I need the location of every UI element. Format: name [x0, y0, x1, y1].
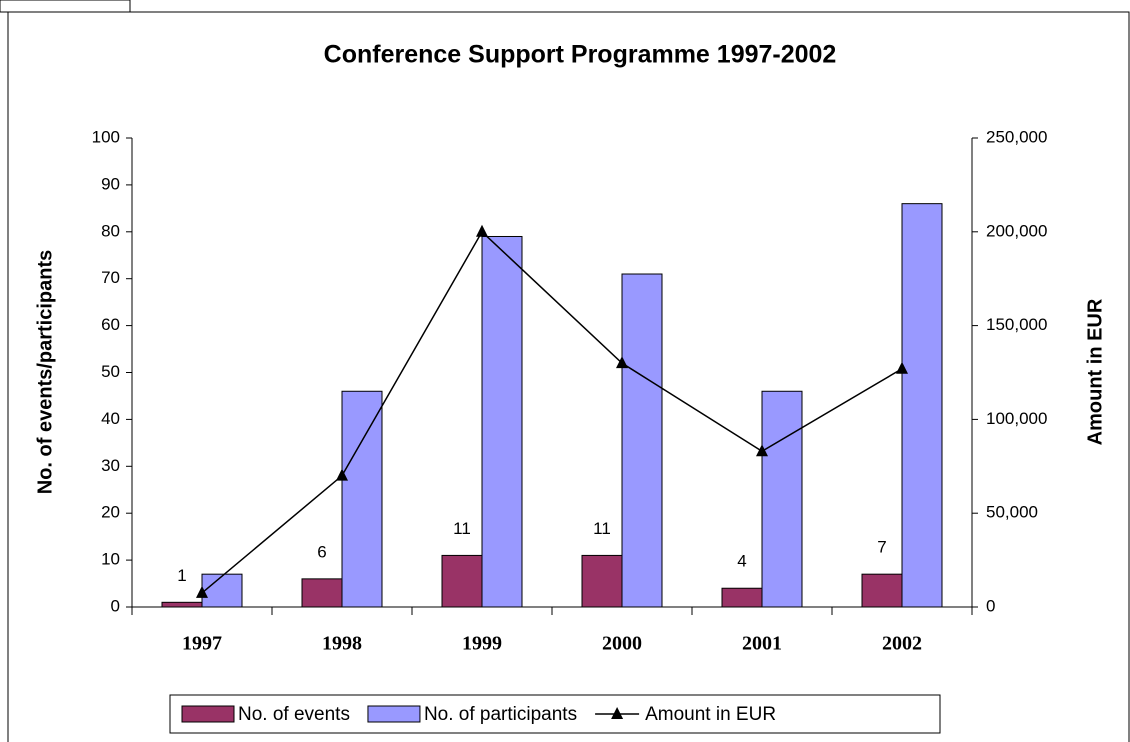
bar	[341, 390, 383, 608]
data-label: 11	[453, 519, 471, 538]
legend-label: No. of participants	[424, 704, 577, 725]
y2-tick-label: 200,000	[986, 221, 1047, 240]
line-marker	[196, 585, 208, 598]
y-tick-label: 10	[101, 550, 120, 569]
bar	[861, 573, 903, 608]
line-marker	[476, 224, 488, 237]
x-tick-label: 1998	[322, 633, 362, 655]
y-axis-label: No. of events/participants	[34, 250, 56, 495]
y-tick-label: 40	[101, 409, 120, 428]
y2-tick-label: 100,000	[986, 409, 1047, 428]
bar	[621, 273, 663, 608]
tab	[0, 0, 131, 13]
y2-tick-label: 0	[986, 596, 995, 615]
legend-marker	[611, 707, 624, 719]
y-tick-label: 80	[101, 221, 120, 240]
bar	[301, 578, 343, 608]
y2-tick-label: 250,000	[986, 127, 1047, 146]
x-tick-label: 2001	[742, 633, 782, 655]
bar	[161, 601, 203, 608]
data-label: 1	[177, 566, 186, 585]
y-tick-label: 0	[111, 596, 120, 615]
y-tick-label: 90	[101, 174, 120, 193]
y-tick-label: 30	[101, 456, 120, 475]
legend	[169, 694, 941, 734]
y2-axis-label: Amount in EUR	[1084, 298, 1106, 445]
legend-swatch	[367, 705, 421, 723]
data-label: 4	[737, 552, 746, 571]
x-tick-label: 2000	[602, 633, 642, 655]
legend-label: No. of events	[238, 704, 350, 725]
y2-tick-label: 150,000	[986, 315, 1047, 334]
x-tick-label: 1997	[182, 633, 222, 655]
bar	[481, 235, 523, 608]
y-tick-label: 50	[101, 362, 120, 381]
data-label: 6	[317, 542, 326, 561]
chart-frame	[7, 11, 1130, 742]
y2-tick-label: 50,000	[986, 503, 1038, 522]
legend-label: Amount in EUR	[645, 704, 776, 725]
y-tick-label: 60	[101, 315, 120, 334]
data-label: 11	[593, 519, 611, 538]
bar	[201, 573, 243, 608]
y-tick-label: 70	[101, 268, 120, 287]
line-marker	[336, 468, 348, 481]
chart-title: Conference Support Programme 1997-2002	[324, 41, 837, 69]
legend-swatch	[181, 705, 235, 723]
bar	[721, 587, 763, 608]
bar	[581, 554, 623, 608]
x-tick-label: 2002	[882, 633, 922, 655]
line-marker	[616, 356, 628, 369]
y-tick-label: 20	[101, 503, 120, 522]
bar	[761, 390, 803, 608]
line-marker	[756, 444, 768, 457]
line	[201, 230, 903, 594]
line-marker	[896, 361, 908, 374]
data-label: 7	[877, 538, 886, 557]
bar	[441, 554, 483, 608]
x-tick-label: 1999	[462, 633, 502, 655]
bar	[901, 203, 943, 608]
y-tick-label: 100	[92, 127, 120, 146]
